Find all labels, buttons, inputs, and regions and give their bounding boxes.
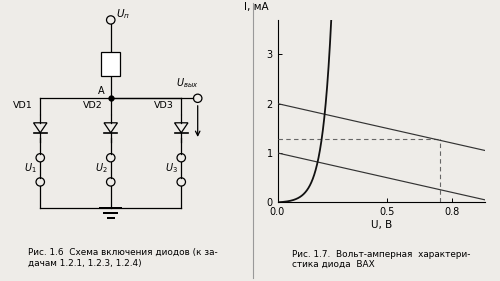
- Text: $R$: $R$: [106, 56, 116, 69]
- Text: VD3: VD3: [154, 101, 174, 110]
- Text: $U_\mathregular{вых}$: $U_\mathregular{вых}$: [176, 76, 199, 90]
- Y-axis label: I, мА: I, мА: [244, 2, 269, 12]
- Text: VD1: VD1: [13, 101, 32, 110]
- Text: VD2: VD2: [83, 101, 103, 110]
- Text: Рис. 1.6  Схема включения диодов (к за-
дачам 1.2.1, 1.2.3, 1.2.4): Рис. 1.6 Схема включения диодов (к за- д…: [28, 248, 218, 268]
- X-axis label: U, В: U, В: [370, 220, 392, 230]
- Text: $U_3$: $U_3$: [165, 161, 178, 175]
- Text: $U_\mathregular{п}$: $U_\mathregular{п}$: [116, 7, 130, 21]
- Text: $U_1$: $U_1$: [24, 161, 37, 175]
- Bar: [101, 52, 120, 76]
- Text: Рис. 1.7.  Вольт-амперная  характери-
стика диода  ВАХ: Рис. 1.7. Вольт-амперная характери- стик…: [292, 250, 470, 269]
- Text: A: A: [98, 85, 104, 96]
- Text: $U_2$: $U_2$: [94, 161, 107, 175]
